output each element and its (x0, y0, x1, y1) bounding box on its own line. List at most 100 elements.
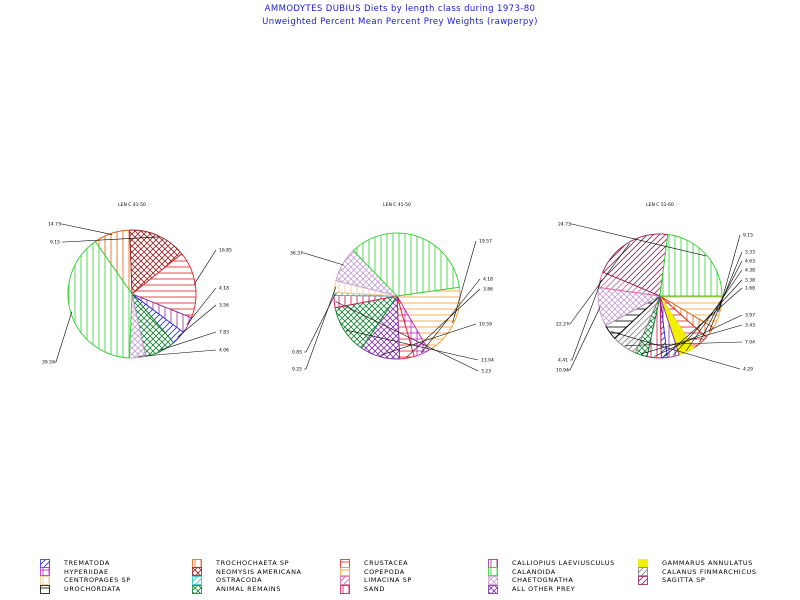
pie-label-leader (193, 249, 217, 285)
legend-label: TREMATODA (64, 559, 110, 567)
legend-swatch (40, 567, 50, 577)
legend-swatch (638, 558, 648, 568)
legend-item-calanus-finmarchicus: CALANUS FINMARCHICUS (638, 567, 757, 577)
pie-value-label: 13.04 (481, 358, 494, 364)
pie-label-leader (672, 279, 743, 356)
legend-label: ALL OTHER PREY (512, 585, 576, 594)
pie-label-leader (610, 331, 741, 370)
legend-item-centropages-sp: CENTROPAGES SP (40, 575, 131, 585)
pie-value-label: 9.15 (50, 240, 60, 246)
legend-item-trematoda: TREMATODA (40, 558, 110, 568)
pie-label-leader (335, 301, 479, 372)
pie-value-label: 3.23 (481, 369, 491, 375)
legend-item-sand: SAND (340, 584, 385, 594)
legend-label: ANIMAL REMAINS (216, 585, 281, 594)
legend-item-neomysis-americana: NEOMYSIS AMERICANA (192, 567, 302, 577)
pie-label-leader (570, 223, 706, 257)
pie-panel-label: LEN C 41-50 (118, 202, 146, 208)
legend-swatch (40, 558, 50, 568)
pie-label-leader (380, 323, 477, 356)
legend-swatch (192, 575, 202, 585)
pie-label-leader (664, 287, 743, 357)
legend-label: OSTRACODA (216, 576, 263, 585)
legend-item-sagitta-sp: SAGITTA SP (638, 575, 705, 585)
legend-label: CALLIOPIUS LAEVIUSCULUS (512, 559, 615, 567)
pie-label-leader (570, 279, 602, 361)
legend-swatch (488, 575, 498, 585)
pie-value-label: 24.73 (558, 222, 571, 228)
legend-swatch (340, 575, 350, 585)
pie-value-label: 3.97 (745, 313, 755, 319)
pie-chart-1: LEN C 41-50 14.73 9.15 16.85 4.18 3.56 7.83 4.0… (42, 202, 232, 366)
legend-item-calanoida: CALANOIDA (488, 567, 556, 577)
pie-label-leader (406, 288, 481, 358)
legend-label: SAND (364, 585, 385, 594)
pie-label-leader (568, 306, 601, 371)
pie-label-leader (60, 223, 113, 235)
pie-panel-label: LEN C 51-60 (646, 202, 674, 208)
legend-label: CRUSTACEA (364, 559, 409, 567)
legend-swatch (340, 567, 350, 577)
pie-value-label: 36.37 (290, 251, 303, 257)
legend-swatch (192, 567, 202, 577)
pie-chart-3: LEN C 51-60 9.15 3.33 4.63 4.38 3.38 1.68 3.97 3… (556, 202, 755, 374)
pie-label-leader (452, 240, 477, 324)
legend-label: HYPERIIDAE (64, 567, 109, 576)
pie-slice-calanoida (352, 232, 460, 297)
legend-swatch (192, 558, 202, 568)
pie-slice-neomysis-americana (129, 229, 183, 295)
legend-item-gammarus-annulatus: GAMMARUS ANNULATUS (638, 558, 753, 568)
pie-value-label: 19.57 (479, 239, 492, 245)
pie-value-label: 3.33 (745, 250, 755, 256)
pie-label-leader (302, 252, 344, 266)
legend-swatch (488, 558, 498, 568)
pie-label-leader (62, 236, 159, 243)
legend-item-hyperiidae: HYPERIIDAE (40, 567, 109, 577)
legend-swatch (192, 584, 202, 594)
pie-value-label: 7.04 (745, 340, 755, 346)
pie-slice-calanoida (659, 233, 723, 297)
pie-value-label: 3.86 (483, 287, 493, 293)
pie-value-label: 39.59 (42, 360, 55, 366)
chart-subtitle: Unweighted Percent Mean Percent Prey Wei… (262, 17, 538, 27)
pie-value-label: 4.29 (743, 367, 753, 373)
legend-label: CALANOIDA (512, 567, 556, 576)
legend-label: CALANUS FINMARCHICUS (662, 567, 757, 576)
pie-slice-sagitta-sp (602, 233, 669, 297)
pie-value-label: 0.85 (292, 350, 302, 356)
legend-swatch (40, 584, 50, 594)
chart-title: AMMODYTES DUBIUS Diets by length class d… (264, 4, 536, 14)
pie-value-label: 7.83 (219, 330, 229, 336)
pie-value-label: 4.38 (745, 268, 755, 274)
legend-item-calliopius-laeviusculus: CALLIOPIUS LAEVIUSCULUS (488, 558, 615, 568)
pie-value-label: 4.06 (219, 348, 229, 354)
legend-item-animal-remains: ANIMAL REMAINS (192, 584, 281, 594)
legend-label: GAMMARUS ANNULATUS (662, 559, 753, 567)
legend-item-urochordata: UROCHORDATA (40, 584, 121, 594)
pie-value-label: 4.18 (219, 286, 229, 292)
pie-label-leader (177, 304, 217, 338)
pie-value-label: 4.18 (483, 277, 493, 283)
pie-value-label: 10.59 (479, 322, 492, 328)
legend-swatch (638, 575, 648, 585)
pie-label-leader (699, 260, 743, 343)
pie-value-label: 14.73 (48, 222, 61, 228)
legend-label: SAGITTA SP (662, 576, 706, 585)
pie-label-leader (159, 331, 217, 351)
legend-item-chaetognatha: CHAETOGNATHA (488, 575, 573, 585)
pie-value-label: 9.25 (292, 367, 302, 373)
pie-value-label: 3.43 (745, 323, 755, 329)
pie-slice-crustacea (131, 253, 197, 319)
legend-swatch (638, 567, 648, 577)
pie-label-leader (624, 341, 743, 346)
legend-item-crustacea: CRUSTACEA (340, 558, 408, 568)
pie-label-leader (54, 311, 73, 363)
legend-item-all-other-prey: ALL OTHER PREY (488, 584, 575, 594)
pie-value-label: 3.38 (745, 278, 755, 284)
legend-swatch (488, 567, 498, 577)
pie-label-leader (641, 324, 743, 355)
pie-label-leader (654, 314, 743, 357)
legend-label: CHAETOGNATHA (512, 576, 574, 585)
pie-chart-2: LEN C 41-50 19.57 4.18 3.86 10.59 13.04 3.23 0.… (290, 202, 494, 375)
